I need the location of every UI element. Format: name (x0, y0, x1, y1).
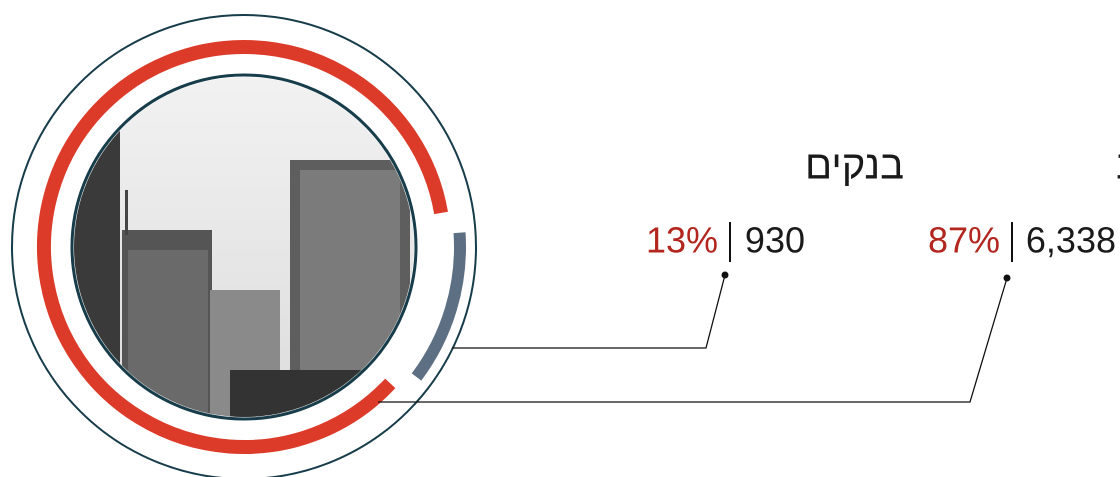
percent-label: 87% (928, 220, 1000, 261)
connector-dot (1003, 274, 1011, 282)
donut-segment (37, 40, 448, 454)
amount-label: 930 (745, 220, 805, 261)
category-label: בנקים (805, 144, 904, 188)
outer-ring (11, 14, 477, 477)
donut-segment (411, 232, 466, 381)
amount-label: 6,338 (1026, 220, 1116, 261)
connector (378, 277, 1008, 403)
category-label: אגרות חוב (1116, 144, 1120, 188)
photo-border (70, 73, 418, 421)
connector-dot (721, 271, 729, 279)
percent-label: 13% (646, 220, 718, 261)
connector (452, 274, 726, 349)
